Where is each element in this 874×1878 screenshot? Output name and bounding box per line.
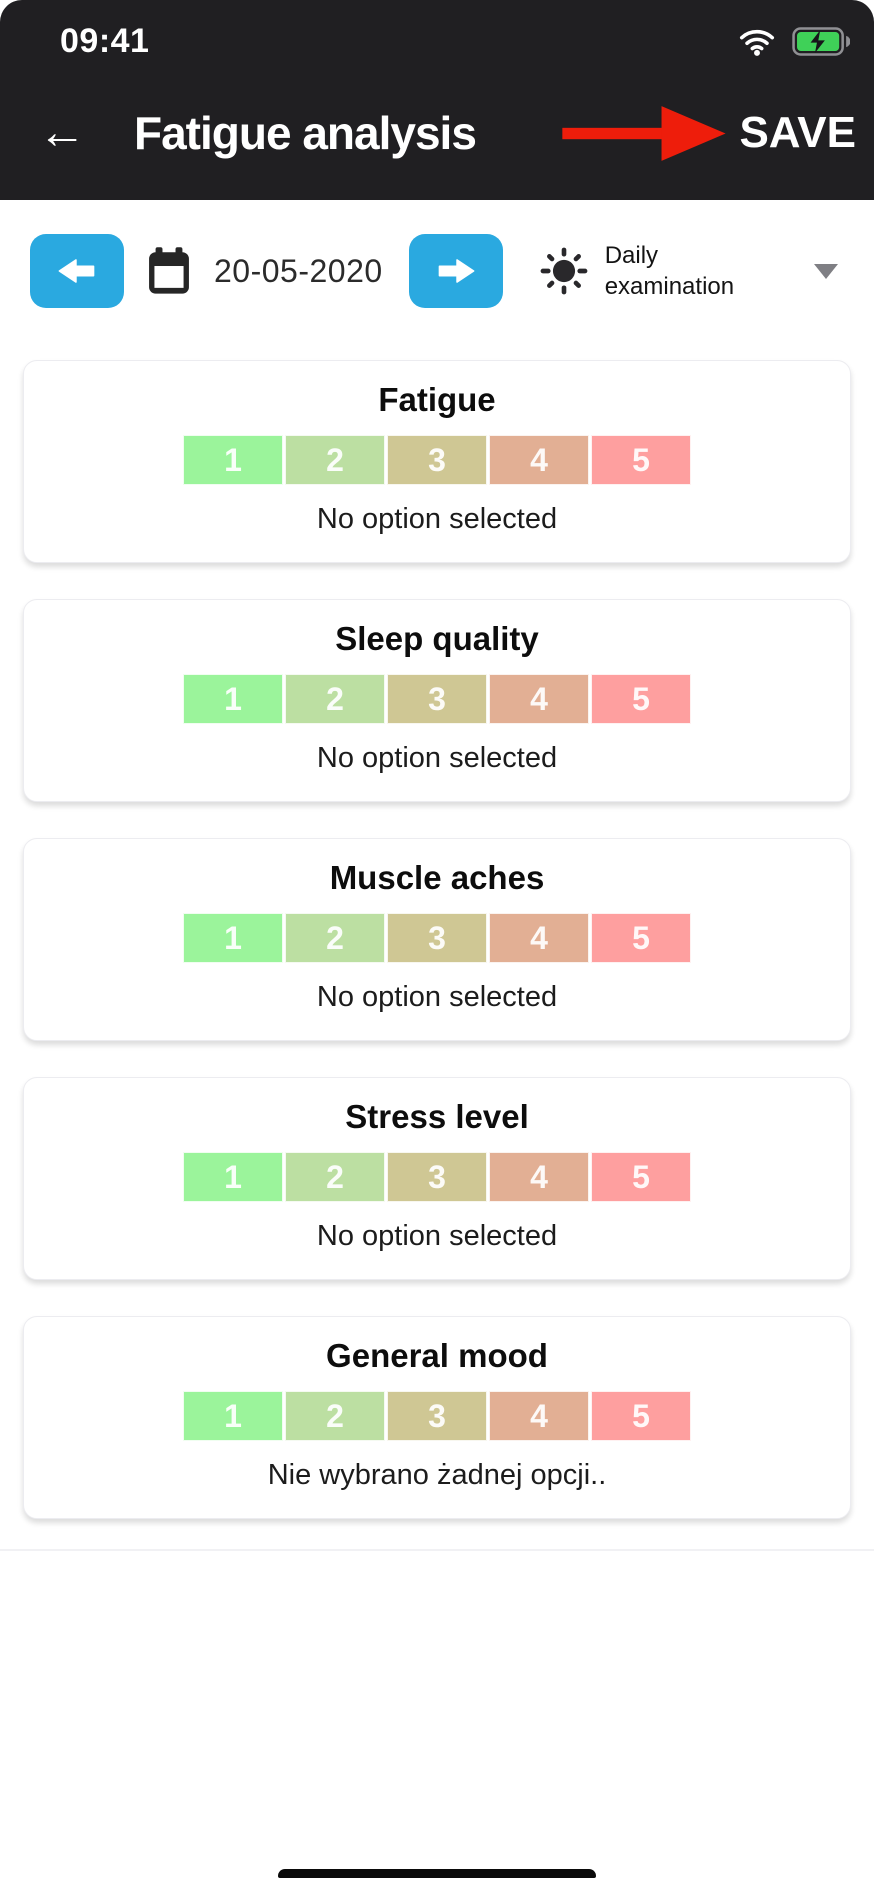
save-button[interactable]: SAVE bbox=[739, 108, 856, 157]
section-divider bbox=[0, 1549, 874, 1551]
rating-option-1[interactable]: 1 bbox=[183, 1391, 283, 1441]
examination-mode-selector[interactable]: Daily examination bbox=[539, 240, 848, 302]
rating-option-5[interactable]: 5 bbox=[591, 1391, 691, 1441]
rating-scale: 1 2 3 4 5 bbox=[24, 913, 850, 963]
sun-icon bbox=[540, 247, 588, 295]
rating-option-2[interactable]: 2 bbox=[285, 913, 385, 963]
home-indicator[interactable] bbox=[278, 1869, 596, 1878]
rating-option-5[interactable]: 5 bbox=[591, 435, 691, 485]
question-card-muscle-aches: Muscle aches 1 2 3 4 5 No option selecte… bbox=[23, 838, 851, 1041]
examination-mode-label: Daily examination bbox=[604, 241, 735, 300]
selection-status: Nie wybrano żadnej opcji.. bbox=[267, 1459, 607, 1491]
status-bar: 09:41 bbox=[0, 0, 874, 61]
battery-charging-icon bbox=[792, 27, 850, 56]
page-title: Fatigue analysis bbox=[134, 107, 477, 159]
card-title: Muscle aches bbox=[329, 859, 545, 896]
question-card-list: Fatigue 1 2 3 4 5 No option selected Sle… bbox=[0, 360, 874, 1519]
selection-status: No option selected bbox=[316, 981, 558, 1013]
rating-option-4[interactable]: 4 bbox=[489, 1152, 589, 1202]
rating-option-1[interactable]: 1 bbox=[183, 913, 283, 963]
question-card-fatigue: Fatigue 1 2 3 4 5 No option selected bbox=[23, 360, 851, 563]
card-title: General mood bbox=[326, 1337, 548, 1374]
rating-option-4[interactable]: 4 bbox=[489, 674, 589, 724]
back-button[interactable]: ← bbox=[38, 106, 86, 159]
question-card-stress-level: Stress level 1 2 3 4 5 No option selecte… bbox=[23, 1077, 851, 1280]
rating-option-4[interactable]: 4 bbox=[489, 435, 589, 485]
status-icons bbox=[738, 27, 850, 56]
selection-status: No option selected bbox=[316, 503, 558, 535]
rating-option-2[interactable]: 2 bbox=[285, 435, 385, 485]
card-title: Stress level bbox=[345, 1098, 529, 1135]
rating-option-2[interactable]: 2 bbox=[285, 674, 385, 724]
rating-option-2[interactable]: 2 bbox=[285, 1391, 385, 1441]
rating-option-5[interactable]: 5 bbox=[591, 674, 691, 724]
rating-option-5[interactable]: 5 bbox=[591, 913, 691, 963]
chevron-down-icon[interactable] bbox=[814, 263, 838, 279]
header-nav-row: ← Fatigue analysis SAVE bbox=[0, 102, 874, 164]
rating-option-3[interactable]: 3 bbox=[387, 674, 487, 724]
selection-status: No option selected bbox=[316, 1220, 558, 1252]
question-card-general-mood: General mood 1 2 3 4 5 Nie wybrano żadne… bbox=[23, 1316, 851, 1519]
card-title: Sleep quality bbox=[335, 620, 539, 657]
arrow-right-icon bbox=[438, 259, 475, 283]
rating-option-5[interactable]: 5 bbox=[591, 1152, 691, 1202]
save-annotation-arrow-icon bbox=[562, 106, 727, 161]
rating-option-2[interactable]: 2 bbox=[285, 1152, 385, 1202]
rating-option-1[interactable]: 1 bbox=[183, 1152, 283, 1202]
wifi-icon bbox=[739, 29, 775, 56]
rating-option-3[interactable]: 3 bbox=[387, 435, 487, 485]
rating-option-1[interactable]: 1 bbox=[183, 435, 283, 485]
previous-day-button[interactable] bbox=[30, 234, 124, 308]
rating-scale: 1 2 3 4 5 bbox=[24, 1152, 850, 1202]
status-time: 09:41 bbox=[60, 22, 150, 60]
arrow-left-icon bbox=[58, 259, 95, 283]
rating-option-1[interactable]: 1 bbox=[183, 674, 283, 724]
selection-status: No option selected bbox=[316, 742, 558, 774]
question-card-sleep-quality: Sleep quality 1 2 3 4 5 No option select… bbox=[23, 599, 851, 802]
rating-option-4[interactable]: 4 bbox=[489, 913, 589, 963]
card-title: Fatigue bbox=[378, 381, 496, 418]
next-day-button[interactable] bbox=[408, 234, 503, 308]
rating-scale: 1 2 3 4 5 bbox=[24, 1391, 850, 1441]
date-display[interactable]: 20-05-2020 bbox=[214, 252, 383, 289]
rating-scale: 1 2 3 4 5 bbox=[24, 674, 850, 724]
rating-option-3[interactable]: 3 bbox=[387, 913, 487, 963]
calendar-icon bbox=[149, 247, 189, 294]
rating-option-4[interactable]: 4 bbox=[489, 1391, 589, 1441]
rating-scale: 1 2 3 4 5 bbox=[24, 435, 850, 485]
rating-option-3[interactable]: 3 bbox=[387, 1152, 487, 1202]
rating-option-3[interactable]: 3 bbox=[387, 1391, 487, 1441]
header: 09:41 ← Fatigue analysis bbox=[0, 0, 874, 200]
date-navigation: 20-05-2020 Daily bbox=[30, 234, 848, 308]
